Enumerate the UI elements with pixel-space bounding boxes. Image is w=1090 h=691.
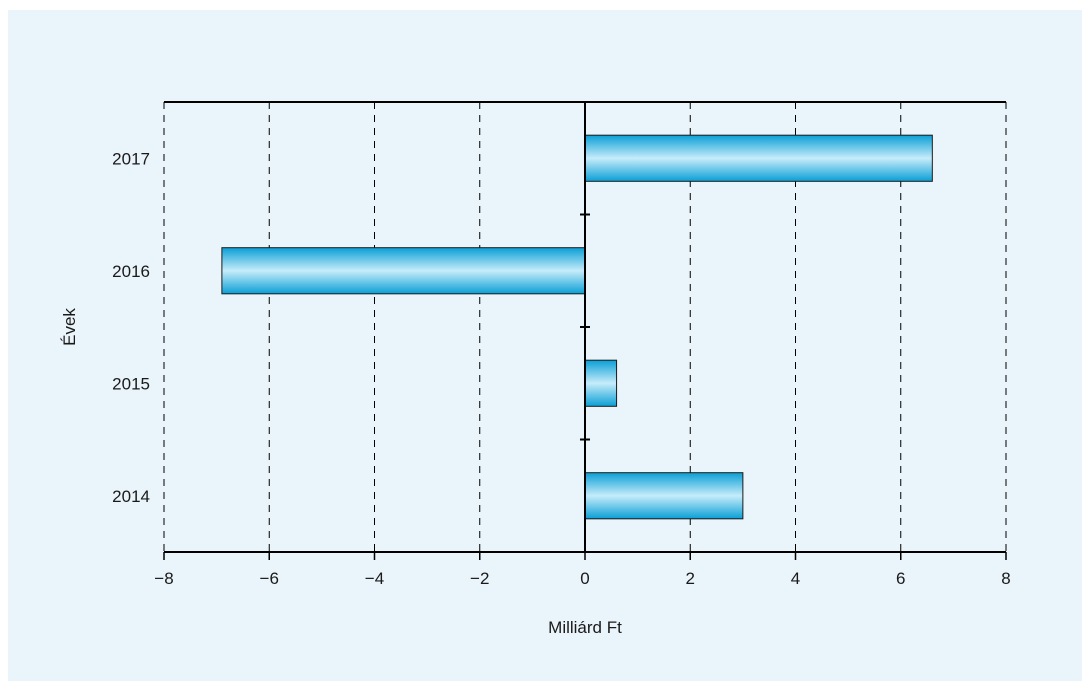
y-tick-label: 2017 (112, 149, 150, 168)
bars (221, 134, 933, 520)
y-tick-label: 2016 (112, 262, 150, 281)
chart-panel (8, 10, 1082, 681)
bar-2015 (584, 359, 618, 407)
x-tick-label: −4 (365, 569, 384, 588)
y-tick-label: 2014 (112, 487, 150, 506)
labels: Milliárd Ft Évek 2014 2015 2016 2017 −8 −6 −4 −… (60, 149, 1011, 637)
x-tick-label: −8 (154, 569, 173, 588)
bar-2014 (584, 472, 744, 520)
x-tick-label: 0 (580, 569, 589, 588)
x-tick-label: 2 (686, 569, 695, 588)
gridlines (163, 102, 1007, 552)
axes (163, 101, 1007, 560)
bar-2016 (221, 247, 586, 295)
x-axis-title: Milliárd Ft (548, 618, 622, 637)
x-tick-label: 6 (896, 569, 905, 588)
x-tick-label: 4 (791, 569, 800, 588)
x-tick-label: −2 (470, 569, 489, 588)
x-tick-label: 8 (1001, 569, 1010, 588)
bar-2017 (584, 134, 933, 182)
x-tick-label: −6 (260, 569, 279, 588)
y-axis-title: Évek (60, 308, 79, 346)
y-tick-label: 2015 (112, 374, 150, 393)
